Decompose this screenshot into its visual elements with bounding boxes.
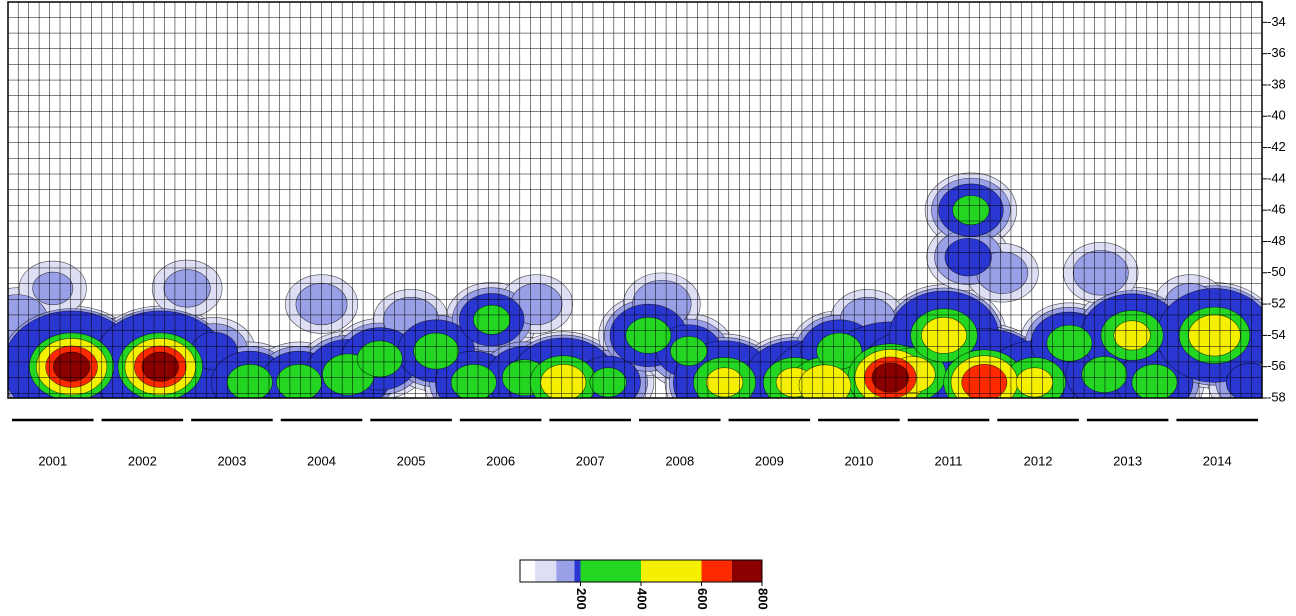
x-tick-label: 2003 — [217, 453, 246, 468]
y-tick-label: -50 — [1267, 264, 1286, 279]
colorbar-segment — [574, 560, 581, 582]
y-tick-label: -40 — [1267, 108, 1286, 123]
x-tick-label: 2014 — [1203, 453, 1232, 468]
colorbar-segment — [701, 560, 732, 582]
plot-frame — [7, 1, 1263, 399]
x-tick-label: 2002 — [128, 453, 157, 468]
x-tick-label: 2010 — [844, 453, 873, 468]
colorbar-tick-label: 800 — [756, 588, 771, 610]
x-tick-label: 2012 — [1024, 453, 1053, 468]
x-tick-label: 2013 — [1113, 453, 1142, 468]
x-tick-label: 2006 — [486, 453, 515, 468]
x-tick-label: 2011 — [935, 453, 963, 468]
x-tick-label: 2005 — [397, 453, 426, 468]
x-tick-label: 2008 — [665, 453, 694, 468]
y-tick-label: -38 — [1267, 76, 1286, 91]
colorbar-segment — [641, 560, 702, 582]
fine-grid — [8, 2, 1262, 398]
y-tick-label: -52 — [1267, 296, 1286, 311]
colorbar-tick-label: 600 — [695, 588, 710, 610]
y-tick-label: -58 — [1267, 389, 1286, 404]
x-tick-label: 2004 — [307, 453, 336, 468]
y-tick-label: -46 — [1267, 202, 1286, 217]
colorbar-tick-label: 400 — [635, 588, 650, 610]
y-tick-label: -44 — [1267, 170, 1286, 185]
colorbar-tick-label: 200 — [574, 588, 589, 610]
x-tick-label: 2001 — [38, 453, 67, 468]
y-tick-label: -54 — [1267, 327, 1286, 342]
colorbar-segment — [535, 560, 557, 582]
y-tick-label: -34 — [1267, 14, 1286, 29]
y-tick-label: -48 — [1267, 233, 1286, 248]
x-tick-label: 2007 — [576, 453, 605, 468]
x-tick-label: 2009 — [755, 453, 784, 468]
colorbar-segment — [580, 560, 641, 582]
colorbar-segment — [520, 560, 536, 582]
y-tick-label: -42 — [1267, 139, 1286, 154]
y-tick-label: -36 — [1267, 45, 1286, 60]
colorbar-segment — [556, 560, 575, 582]
y-tick-label: -56 — [1267, 358, 1286, 373]
colorbar-segment — [731, 560, 762, 582]
